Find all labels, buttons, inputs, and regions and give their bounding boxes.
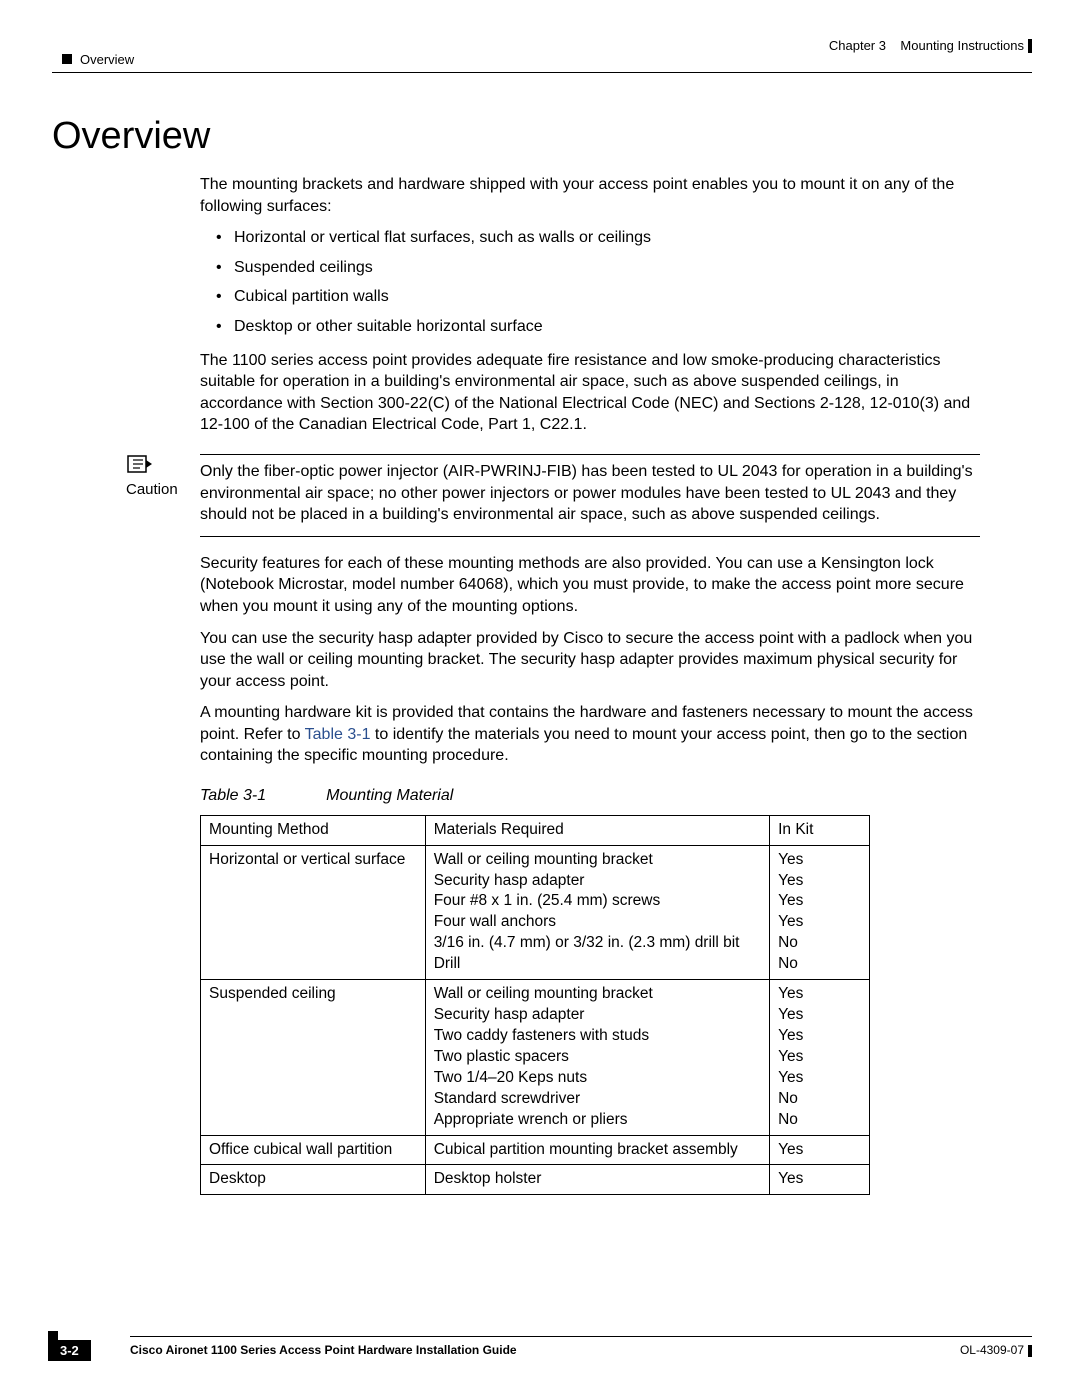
table-xref-link[interactable]: Table 3-1 bbox=[305, 726, 371, 743]
inkit-line: No bbox=[778, 954, 861, 975]
header-square-icon bbox=[62, 54, 72, 64]
inkit-line: Yes bbox=[778, 850, 861, 871]
material-line: 3/16 in. (4.7 mm) or 3/32 in. (2.3 mm) d… bbox=[434, 933, 761, 954]
header-rule bbox=[52, 72, 1032, 73]
inkit-line: Yes bbox=[778, 912, 861, 933]
page-title: Overview bbox=[52, 115, 210, 158]
material-line: Drill bbox=[434, 954, 761, 975]
material-line: Two 1/4–20 Keps nuts bbox=[434, 1068, 761, 1089]
inkit-line: Yes bbox=[778, 891, 861, 912]
material-line: Security hasp adapter bbox=[434, 1005, 761, 1026]
table-cell-inkit: Yes bbox=[770, 1165, 870, 1195]
caution-top-rule bbox=[200, 454, 980, 455]
material-line: Two caddy fasteners with studs bbox=[434, 1026, 761, 1047]
material-line: Desktop holster bbox=[434, 1169, 761, 1190]
material-line: Standard screwdriver bbox=[434, 1089, 761, 1110]
kit-paragraph: A mounting hardware kit is provided that… bbox=[200, 702, 980, 767]
table-cell-materials: Wall or ceiling mounting bracketSecurity… bbox=[425, 980, 769, 1135]
caution-text: Only the fiber-optic power injector (AIR… bbox=[200, 461, 980, 526]
chapter-title: Mounting Instructions bbox=[900, 38, 1024, 53]
hasp-paragraph: You can use the security hasp adapter pr… bbox=[200, 628, 980, 693]
table-header: Mounting Method bbox=[201, 815, 426, 845]
inkit-line: Yes bbox=[778, 1005, 861, 1026]
inkit-line: No bbox=[778, 1089, 861, 1110]
table-title: Mounting Material bbox=[326, 787, 453, 804]
footer-guide-title: Cisco Aironet 1100 Series Access Point H… bbox=[130, 1343, 517, 1357]
header-bar-icon bbox=[1028, 39, 1032, 53]
chapter-number: Chapter 3 bbox=[829, 38, 886, 53]
material-line: Wall or ceiling mounting bracket bbox=[434, 984, 761, 1005]
footer-doc-text: OL-4309-07 bbox=[960, 1343, 1024, 1357]
inkit-line: Yes bbox=[778, 1068, 861, 1089]
footer-doc-number: OL-4309-07 bbox=[960, 1343, 1032, 1357]
table-cell-materials: Cubical partition mounting bracket assem… bbox=[425, 1135, 769, 1165]
table-cell-method: Horizontal or vertical surface bbox=[201, 845, 426, 980]
caution-bottom-rule bbox=[200, 536, 980, 537]
running-header-right: Chapter 3 Mounting Instructions bbox=[829, 38, 1032, 54]
table-caption: Table 3-1 Mounting Material bbox=[200, 785, 980, 807]
footer-page-number: 3-2 bbox=[48, 1340, 91, 1361]
table-header: In Kit bbox=[770, 815, 870, 845]
table-cell-materials: Wall or ceiling mounting bracketSecurity… bbox=[425, 845, 769, 980]
table-label: Table 3-1 bbox=[200, 787, 266, 804]
material-line: Four #8 x 1 in. (25.4 mm) screws bbox=[434, 891, 761, 912]
table-cell-inkit: YesYesYesYesYesNoNo bbox=[770, 980, 870, 1135]
table-cell-method: Office cubical wall partition bbox=[201, 1135, 426, 1165]
section-name: Overview bbox=[80, 52, 134, 67]
security-paragraph: Security features for each of these moun… bbox=[200, 553, 980, 618]
table-cell-materials: Desktop holster bbox=[425, 1165, 769, 1195]
material-line: Two plastic spacers bbox=[434, 1047, 761, 1068]
material-line: Four wall anchors bbox=[434, 912, 761, 933]
table-cell-method: Suspended ceiling bbox=[201, 980, 426, 1135]
table-row: Horizontal or vertical surfaceWall or ce… bbox=[201, 845, 870, 980]
list-item: Suspended ceilings bbox=[200, 257, 980, 279]
table-cell-inkit: Yes bbox=[770, 1135, 870, 1165]
table-cell-inkit: YesYesYesYesNoNo bbox=[770, 845, 870, 980]
inkit-line: Yes bbox=[778, 1169, 861, 1190]
material-line: Cubical partition mounting bracket assem… bbox=[434, 1140, 761, 1161]
inkit-line: Yes bbox=[778, 1047, 861, 1068]
table-row: Office cubical wall partition Cubical par… bbox=[201, 1135, 870, 1165]
table-header: Materials Required bbox=[425, 815, 769, 845]
list-item: Cubical partition walls bbox=[200, 286, 980, 308]
footer-rule bbox=[130, 1336, 1032, 1337]
footer-bar-icon bbox=[1028, 1345, 1032, 1357]
intro-paragraph: The mounting brackets and hardware shipp… bbox=[200, 174, 980, 217]
mounting-table: Mounting Method Materials Required In Ki… bbox=[200, 815, 870, 1196]
material-line: Appropriate wrench or pliers bbox=[434, 1110, 761, 1131]
inkit-line: Yes bbox=[778, 871, 861, 892]
caution-block: Caution Only the fiber-optic power injec… bbox=[200, 454, 980, 537]
inkit-line: Yes bbox=[778, 984, 861, 1005]
list-item: Horizontal or vertical flat surfaces, su… bbox=[200, 227, 980, 249]
main-content: The mounting brackets and hardware shipp… bbox=[200, 174, 980, 1195]
inkit-line: Yes bbox=[778, 1026, 861, 1047]
inkit-line: Yes bbox=[778, 1140, 861, 1161]
material-line: Wall or ceiling mounting bracket bbox=[434, 850, 761, 871]
list-item: Desktop or other suitable horizontal sur… bbox=[200, 316, 980, 338]
table-cell-method: Desktop bbox=[201, 1165, 426, 1195]
caution-label: Caution bbox=[126, 480, 178, 500]
running-header-left: Overview bbox=[62, 52, 134, 67]
inkit-line: No bbox=[778, 1110, 861, 1131]
table-header-row: Mounting Method Materials Required In Ki… bbox=[201, 815, 870, 845]
material-line: Security hasp adapter bbox=[434, 871, 761, 892]
inkit-line: No bbox=[778, 933, 861, 954]
surface-list: Horizontal or vertical flat surfaces, su… bbox=[200, 227, 980, 337]
table-row: Suspended ceilingWall or ceiling mountin… bbox=[201, 980, 870, 1135]
table-row: Desktop Desktop holster Yes bbox=[201, 1165, 870, 1195]
caution-icon bbox=[126, 454, 156, 474]
fire-paragraph: The 1100 series access point provides ad… bbox=[200, 350, 980, 436]
